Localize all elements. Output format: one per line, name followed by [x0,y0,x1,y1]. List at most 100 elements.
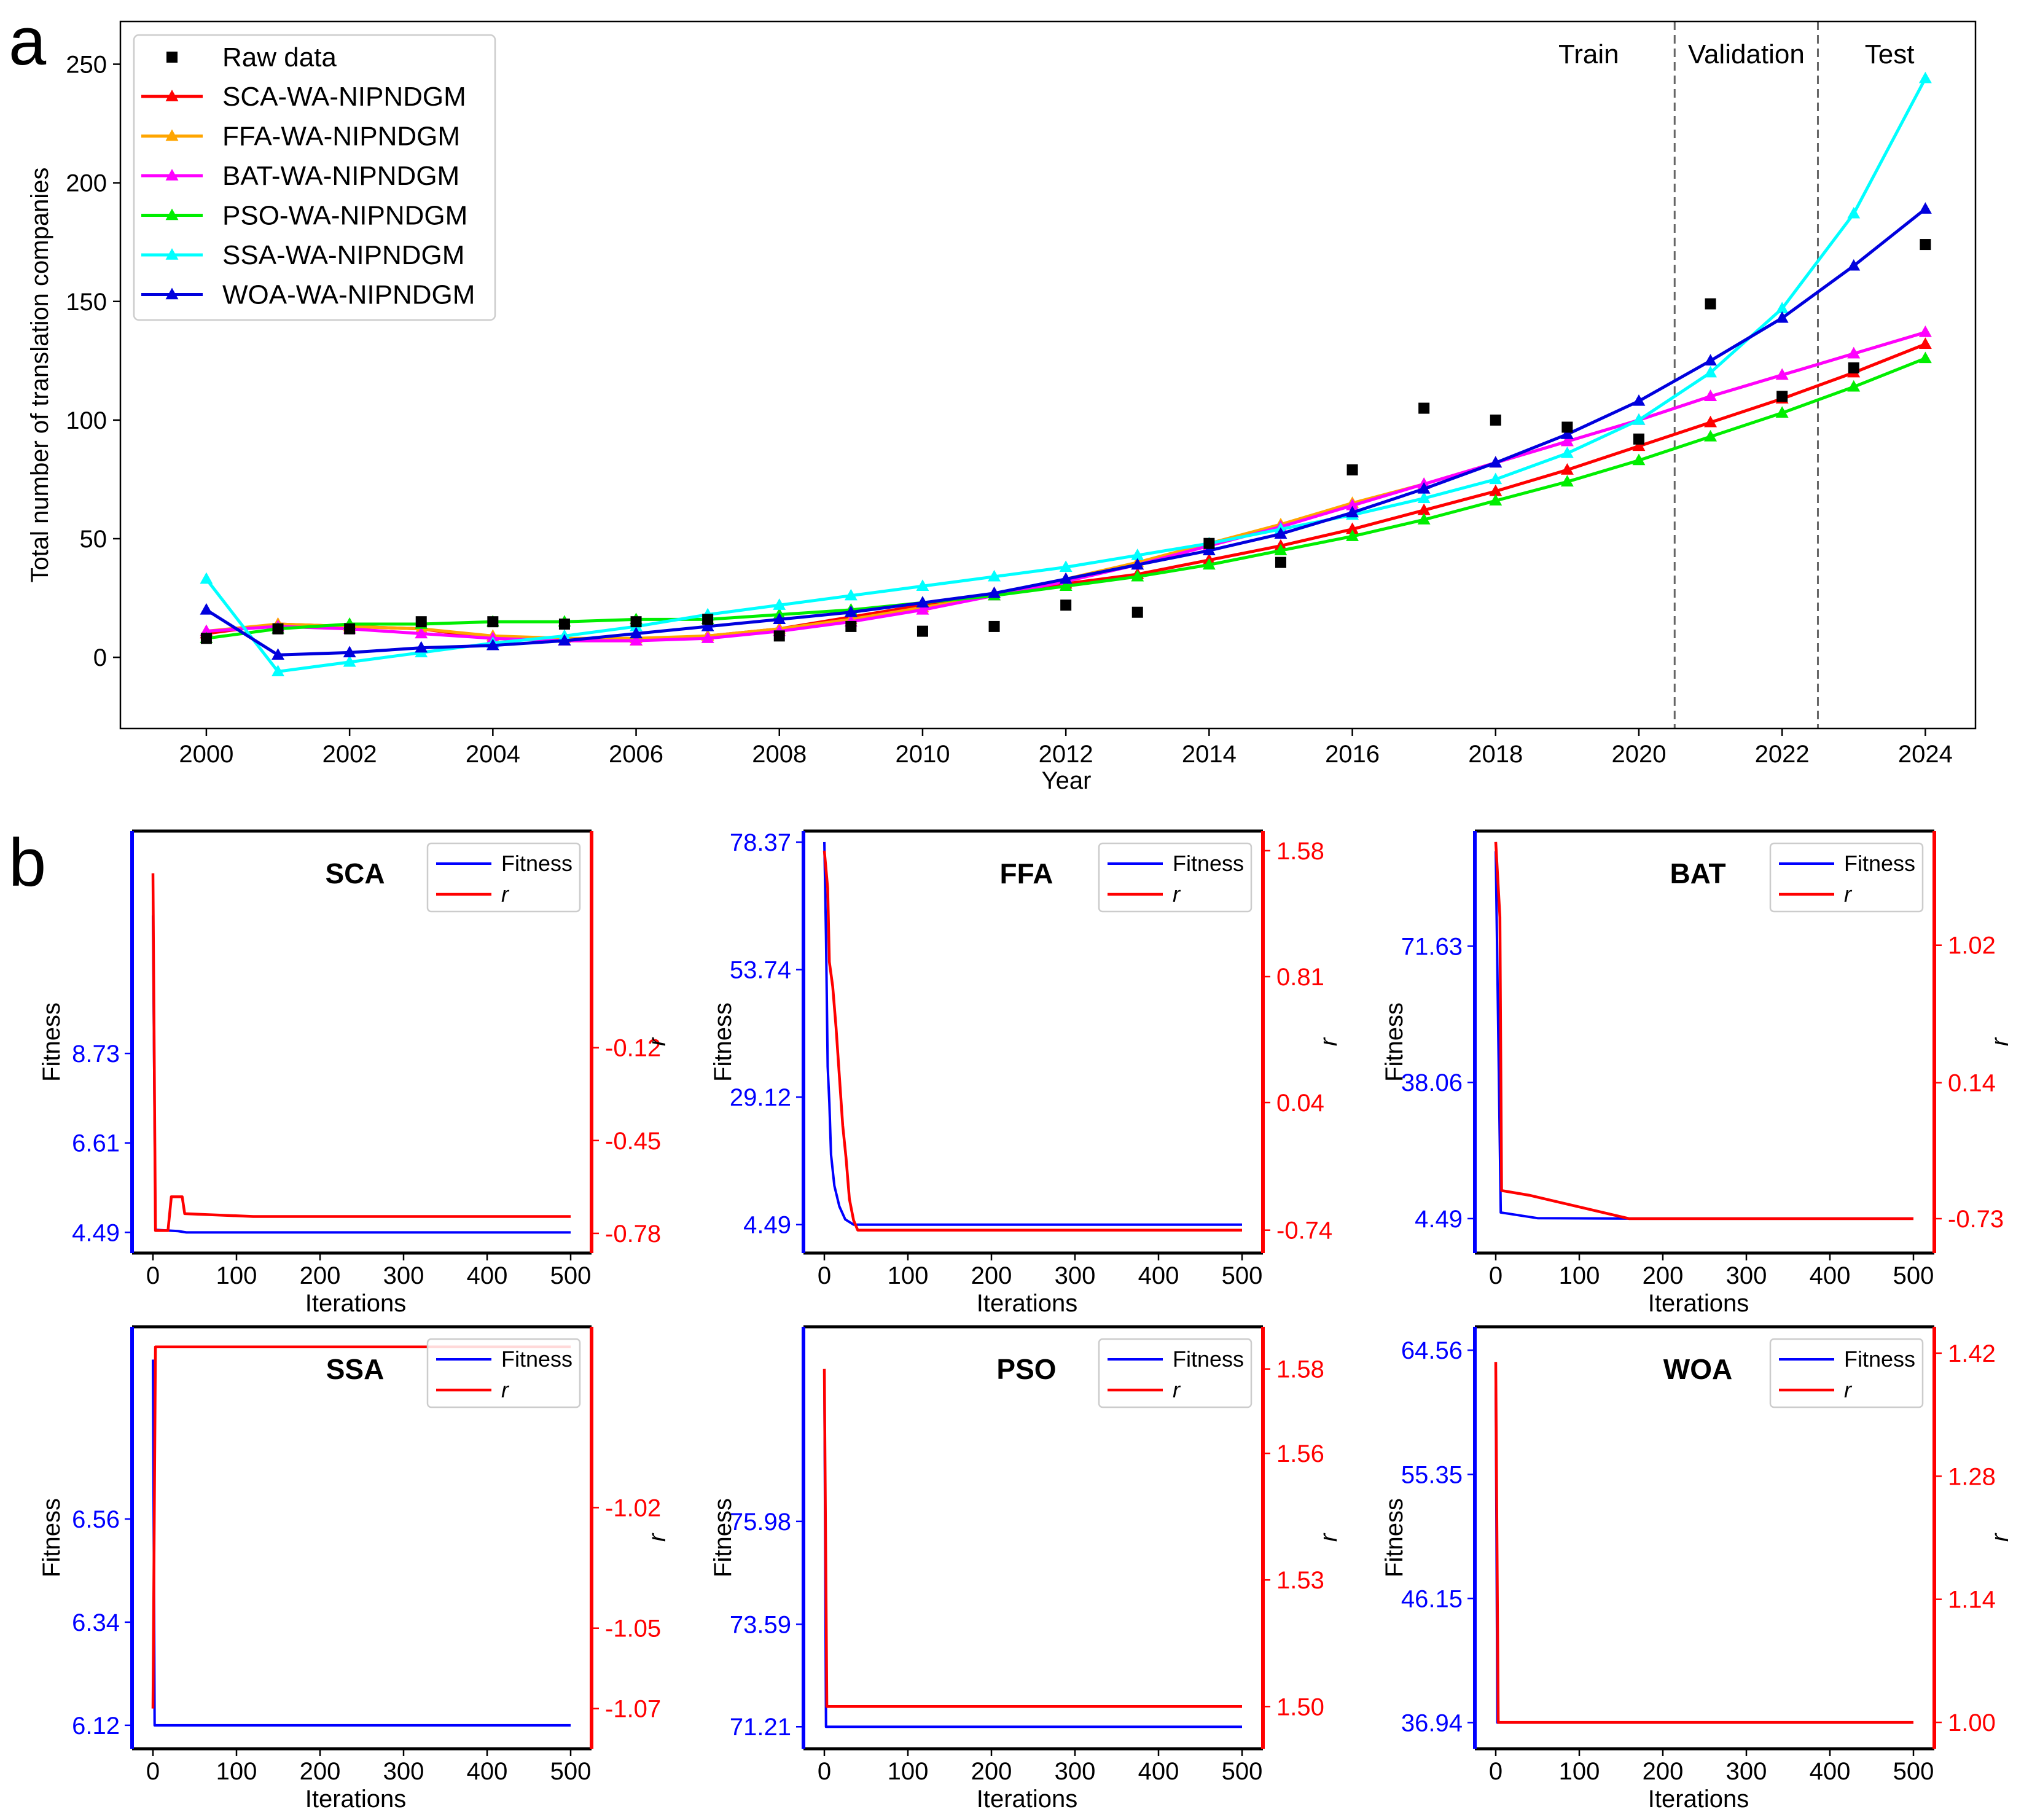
ssa-left-tick-label-6.34: 6.34 [72,1609,120,1636]
sca-left-axis-label: Fitness [38,1002,65,1082]
series-point-bat-wa-nipndgm-2007 [701,631,714,643]
series-point-bat-wa-nipndgm-2019 [1560,434,1574,447]
sca-x-tick-label-200: 200 [300,1262,341,1289]
series-point-bat-wa-nipndgm-2006 [630,634,643,646]
bat-x-axis-label: Iterations [1648,1290,1749,1317]
woa-left-tick-label-64.56: 64.56 [1401,1337,1463,1364]
series-point-ssa-wa-nipndgm-2001 [272,665,284,677]
sca-left-tick-label-6.61: 6.61 [72,1130,120,1157]
series-point-woa-wa-nipndgm-2009 [844,605,858,617]
series-point-ssa-wa-nipndgm-2021 [1704,365,1717,378]
legend-marker-ffa-wa-nipndgm [165,129,179,141]
woa-left-tick-label-55.35: 55.35 [1401,1461,1463,1488]
raw-data-point-2023 [1848,362,1859,373]
x-axis-label-a: Year [1042,767,1092,794]
raw-data-point-2016 [1346,464,1358,475]
series-point-pso-wa-nipndgm-2014 [1202,558,1216,570]
raw-data-point-2012 [1060,600,1072,611]
ffa-left-tick-label-4.49: 4.49 [743,1212,791,1239]
x-tick-label-2000: 2000 [179,741,233,768]
pso-right-tick-label-1.58: 1.58 [1276,1356,1324,1383]
woa-left-axis-label: Fitness [1381,1498,1408,1577]
woa-x-axis-label: Iterations [1648,1786,1749,1813]
woa-x-tick-label-300: 300 [1726,1758,1767,1785]
series-point-sca-wa-nipndgm-2017 [1417,503,1431,515]
x-tick-label-2018: 2018 [1468,741,1523,768]
pso-right-tick-label-1.56: 1.56 [1276,1440,1324,1467]
series-point-bat-wa-nipndgm-2022 [1775,368,1789,380]
series-point-sca-wa-nipndgm-2018 [1489,484,1503,496]
ffa-x-tick-label-400: 400 [1138,1262,1179,1289]
raw-data-point-2011 [988,620,1000,632]
pso-right-tick-label-1.50: 1.50 [1276,1693,1324,1720]
ssa-left-tick-label-6.12: 6.12 [72,1713,120,1740]
series-point-bat-wa-nipndgm-2016 [1346,498,1359,510]
series-point-sca-wa-nipndgm-2024 [1918,337,1932,349]
legend-marker-woa-wa-nipndgm [165,287,179,300]
series-point-woa-wa-nipndgm-2011 [988,586,1001,598]
pso-subplot-title: PSO [996,1353,1056,1385]
ffa-r-line [823,850,1242,1232]
panel-label-b: b [9,825,46,900]
series-point-woa-wa-nipndgm-2007 [701,619,714,631]
bat-right-tick-label--0.73: -0.73 [1948,1206,2004,1233]
sca-x-tick-label-100: 100 [216,1262,257,1289]
woa-legend-label-fitness: Fitness [1844,1346,1915,1372]
series-point-pso-wa-nipndgm-2022 [1775,406,1789,418]
series-point-woa-wa-nipndgm-2015 [1274,527,1288,539]
series-point-pso-wa-nipndgm-2024 [1918,351,1932,364]
woa-fitness-line [1495,1385,1913,1724]
series-point-ssa-wa-nipndgm-2013 [1131,549,1144,560]
woa-right-tick-label-1.00: 1.00 [1948,1709,1996,1736]
sca-left-tick-label-8.73: 8.73 [72,1041,120,1068]
ssa-x-tick-label-400: 400 [467,1758,508,1785]
ssa-x-tick-label-0: 0 [146,1758,160,1785]
ssa-x-axis-label: Iterations [305,1786,407,1813]
ffa-x-tick-label-100: 100 [888,1262,929,1289]
woa-r-line [1494,1362,1913,1724]
sca-legend-label-r: r [501,881,510,907]
legend-label-ffa-wa-nipndgm: FFA-WA-NIPNDGM [222,122,460,152]
sca-right-tick-label--0.45: -0.45 [605,1128,661,1155]
woa-right-tick-label-1.28: 1.28 [1948,1463,1996,1490]
bat-right-tick-label-1.02: 1.02 [1948,932,1996,959]
series-point-woa-wa-nipndgm-2004 [486,638,499,650]
legend-label-ssa-wa-nipndgm: SSA-WA-NIPNDGM [222,240,464,270]
legend-marker-sca-wa-nipndgm [165,90,179,101]
ssa-x-tick-label-300: 300 [383,1758,424,1785]
series-point-woa-wa-nipndgm-2000 [200,603,213,615]
sca-x-tick-label-300: 300 [383,1262,424,1289]
ffa-x-tick-label-200: 200 [971,1262,1012,1289]
series-point-woa-wa-nipndgm-2012 [1059,572,1073,584]
woa-x-tick-label-100: 100 [1559,1758,1600,1785]
ssa-legend-label-r: r [501,1377,510,1402]
legend-box-a [133,34,496,321]
raw-data-point-2024 [1920,239,1931,251]
legend-label-bat-wa-nipndgm: BAT-WA-NIPNDGM [222,161,459,191]
series-point-woa-wa-nipndgm-2023 [1847,259,1861,271]
ffa-subplot-title: FFA [1000,857,1053,889]
x-tick-label-2002: 2002 [322,741,377,768]
series-line-ffa-wa-nipndgm [206,330,1926,640]
series-point-woa-wa-nipndgm-2020 [1632,394,1646,406]
series-point-ssa-wa-nipndgm-2011 [988,569,1001,582]
pso-x-tick-label-100: 100 [888,1758,929,1785]
series-point-woa-wa-nipndgm-2022 [1775,311,1789,323]
pso-x-tick-label-300: 300 [1055,1758,1096,1785]
ssa-subplot-title: SSA [326,1353,385,1385]
x-tick-label-2008: 2008 [752,741,807,768]
ssa-x-tick-label-500: 500 [550,1758,592,1785]
series-point-woa-wa-nipndgm-2021 [1704,354,1717,366]
raw-data-point-2013 [1131,606,1143,618]
y-axis-label-a: Total number of translation companies [26,168,53,583]
series-point-pso-wa-nipndgm-2016 [1346,529,1359,541]
series-point-pso-wa-nipndgm-2012 [1059,579,1073,591]
y-tick-label-50: 50 [80,526,107,553]
series-point-sca-wa-nipndgm-2016 [1346,522,1359,534]
ffa-right-tick-label--0.74: -0.74 [1276,1217,1332,1244]
series-point-bat-wa-nipndgm-2023 [1847,346,1861,359]
ffa-right-tick-label-0.04: 0.04 [1276,1090,1324,1117]
legend-marker-raw-data [166,52,178,63]
series-point-ssa-wa-nipndgm-2000 [200,572,213,584]
ssa-x-tick-label-100: 100 [216,1758,257,1785]
